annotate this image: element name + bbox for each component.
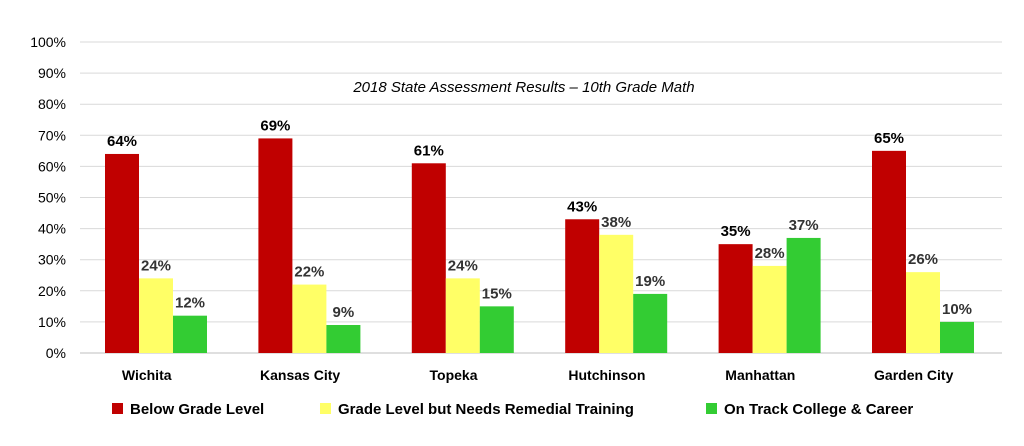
y-tick-label: 70% — [38, 127, 66, 143]
bar — [906, 272, 940, 353]
y-axis: 0% 10% 20% 30% 40% 50% 60% 70% 80% 90% 100% — [30, 34, 66, 361]
data-label: 15% — [482, 285, 512, 302]
y-tick-label: 80% — [38, 96, 66, 112]
y-tick-label: 40% — [38, 221, 66, 237]
category-label: Topeka — [430, 367, 478, 383]
bar — [940, 321, 974, 353]
data-label: 64% — [107, 133, 137, 150]
bar — [633, 293, 668, 353]
data-label: 61% — [414, 142, 444, 159]
bar — [786, 237, 821, 353]
x-axis: Wichita Kansas City Topeka Hutchinson Manhat… — [122, 367, 954, 383]
data-label: 69% — [260, 117, 290, 134]
y-tick-label: 10% — [38, 314, 66, 330]
bar — [326, 325, 361, 353]
bar — [139, 278, 173, 353]
category-label: Wichita — [122, 367, 172, 383]
data-label: 10% — [942, 301, 972, 318]
category-label: Hutchinson — [568, 367, 645, 383]
data-label: 24% — [448, 257, 478, 274]
data-labels: 64%24%12%69%22%9%61%24%15%43%38%19%35%28… — [107, 117, 972, 321]
data-label: 35% — [721, 223, 751, 240]
data-label: 43% — [567, 198, 597, 215]
bar — [479, 306, 514, 353]
legend-label: Grade Level but Needs Remedial Training — [338, 401, 634, 418]
bar — [258, 138, 293, 353]
data-label: 28% — [755, 245, 785, 262]
legend-swatch — [320, 403, 331, 414]
legend-swatch — [112, 403, 123, 414]
data-label: 19% — [635, 273, 665, 290]
legend-swatch — [706, 403, 717, 414]
data-label: 37% — [789, 217, 819, 234]
category-label: Garden City — [874, 367, 954, 383]
data-label: 26% — [908, 251, 938, 268]
y-tick-label: 20% — [38, 283, 66, 299]
bar — [752, 265, 787, 353]
legend-label: Below Grade Level — [130, 401, 264, 418]
y-tick-label: 30% — [38, 252, 66, 268]
data-label: 65% — [874, 130, 904, 147]
legend-item: Grade Level but Needs Remedial Training — [320, 401, 634, 418]
gridlines — [80, 41, 1002, 354]
data-label: 12% — [175, 295, 205, 312]
y-tick-label: 0% — [46, 345, 66, 361]
legend: Below Grade Level Grade Level but Needs R… — [112, 401, 913, 418]
y-tick-label: 60% — [38, 158, 66, 174]
bar — [411, 163, 446, 353]
category-label: Manhattan — [725, 367, 795, 383]
legend-item: On Track College & Career — [706, 401, 913, 418]
bar — [718, 244, 753, 353]
bar — [565, 219, 600, 353]
bars — [105, 138, 974, 353]
bar — [599, 234, 634, 353]
bar — [872, 150, 906, 353]
bar — [292, 284, 327, 353]
data-label: 38% — [601, 214, 631, 231]
y-tick-label: 100% — [30, 34, 66, 50]
y-tick-label: 90% — [38, 65, 66, 81]
chart-title: 2018 State Assessment Results – 10th Gra… — [352, 79, 694, 96]
bar — [173, 315, 207, 353]
data-label: 24% — [141, 257, 171, 274]
data-label: 22% — [294, 264, 324, 281]
legend-label: On Track College & Career — [724, 401, 913, 418]
category-label: Kansas City — [260, 367, 340, 383]
y-tick-label: 50% — [38, 190, 66, 206]
data-label: 9% — [333, 304, 355, 321]
bar — [105, 153, 139, 353]
legend-item: Below Grade Level — [112, 401, 264, 418]
bar — [445, 278, 480, 353]
